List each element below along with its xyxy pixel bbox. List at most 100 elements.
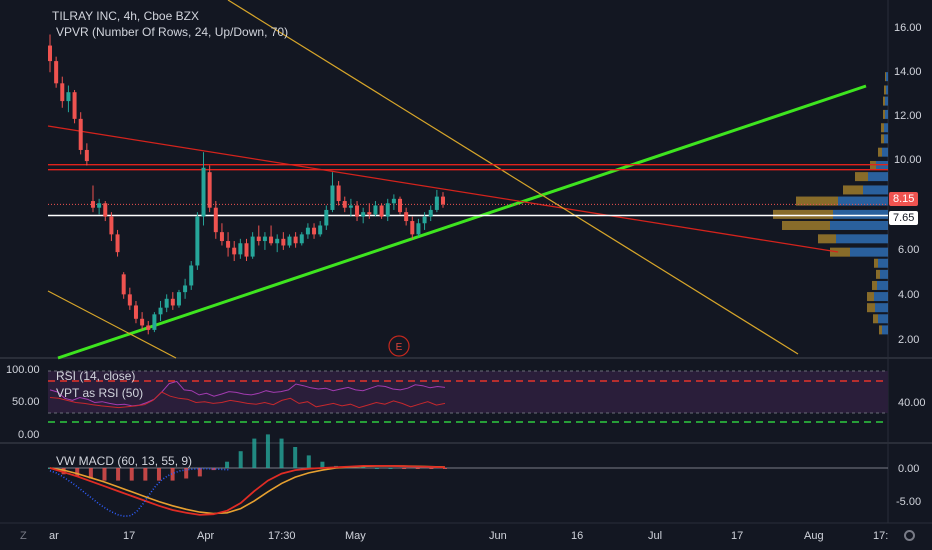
macd-hist-bar [116, 468, 121, 481]
vp-bar-down [818, 234, 836, 244]
vp-bar-down [782, 220, 830, 230]
candle-body [428, 209, 433, 217]
candle-body [109, 216, 114, 235]
symbol-title[interactable]: TILRAY INC, 4h, Cboe BZX [52, 9, 199, 23]
candle-body [281, 238, 286, 246]
candle-body [355, 205, 360, 217]
trendline-orange-upper [227, 0, 799, 355]
time-tick: May [345, 530, 366, 542]
rsi-right-tick: 40.00 [898, 397, 926, 409]
candle-body [189, 265, 194, 286]
vp-bar-down [843, 185, 863, 195]
vp-bar-up [877, 280, 888, 290]
candle-body [379, 205, 384, 217]
vp-bar-up [833, 209, 888, 219]
macd-hist-bar [238, 451, 243, 468]
price-tick: 2.00 [898, 334, 920, 346]
price-tick: 14.00 [894, 66, 922, 78]
candle-body [385, 203, 390, 217]
candle-body [324, 209, 329, 226]
candle-body [244, 243, 249, 257]
candle-body [183, 285, 188, 293]
volume-profile [773, 72, 888, 335]
candle-body [158, 307, 163, 315]
vp-bar-up [885, 109, 888, 119]
vpvr-indicator-label[interactable]: VPVR (Number Of Rows, 24, Up/Down, 70) [56, 25, 289, 39]
candle-body [305, 227, 310, 235]
vp-bar-down [872, 280, 877, 290]
macd-hist-bar [102, 468, 107, 481]
vp-bar-down [883, 109, 885, 119]
time-tick: 17:30 [268, 530, 296, 542]
candle-body [170, 298, 175, 306]
vpt-line [49, 391, 446, 409]
rsi-label[interactable]: RSI (14, close) [56, 369, 136, 383]
vpt-label[interactable]: VPT as RSI (50) [56, 386, 144, 400]
trendline-green [57, 84, 867, 360]
vp-bar-down [773, 209, 833, 219]
macd-hist-bar [143, 468, 148, 481]
candle-body [398, 198, 403, 213]
earnings-marker[interactable] [388, 335, 410, 357]
time-tick: Jun [489, 530, 507, 542]
vp-bar-down [796, 196, 838, 206]
candle-body [441, 196, 445, 205]
rsi-tick: 50.00 [12, 396, 40, 408]
vp-bar-up [876, 161, 888, 171]
vp-bar-up [886, 85, 888, 95]
vp-bar-down [874, 258, 878, 268]
time-tick: Aug [804, 530, 824, 542]
candle-body [348, 205, 353, 208]
earnings-marker-label: E [396, 342, 403, 353]
candle-body [201, 167, 206, 217]
candle-body [164, 298, 169, 308]
macd-hist-bar [75, 468, 80, 477]
macd-hist-bar [61, 468, 66, 475]
candle-body [361, 212, 366, 217]
candle-body [78, 118, 83, 150]
vp-bar-down [885, 72, 886, 82]
candle-body [336, 185, 341, 202]
candle-body [256, 236, 261, 242]
vp-bar-down [855, 172, 868, 182]
rsi-tick: 0.00 [18, 429, 40, 441]
rsi-line [49, 380, 446, 407]
candle-body [287, 236, 292, 246]
macd-hist-bar [279, 438, 284, 468]
vp-bar-down [867, 292, 874, 302]
vp-bar-up [850, 247, 888, 257]
candle-body [219, 232, 224, 242]
macd-hist-bar [361, 466, 366, 468]
macd-hist-bar [170, 468, 175, 481]
timezone-glyph[interactable]: Z [20, 530, 27, 542]
macd-hist-bar [197, 468, 202, 477]
vp-bar-up [884, 134, 888, 144]
candle-body [238, 243, 243, 255]
time-tick: ar [49, 530, 59, 542]
vp-bar-up [885, 96, 888, 106]
price-tick: 16.00 [894, 22, 922, 34]
macd-label[interactable]: VW MACD (60, 13, 55, 9) [56, 454, 193, 468]
macd-hist-bar [388, 468, 393, 469]
price-tick: 6.00 [898, 244, 920, 256]
candle-body [90, 201, 95, 208]
vp-bar-up [882, 325, 888, 335]
settings-icon[interactable] [904, 530, 915, 541]
macd-line [49, 464, 446, 516]
candle-body [269, 236, 274, 244]
candle-body [207, 172, 212, 208]
macd-hist-bar [88, 468, 93, 479]
vp-bar-up [886, 72, 888, 82]
candle-body [330, 185, 335, 210]
candle-body [103, 203, 108, 217]
macd-hist-bar [211, 468, 216, 471]
candle-body [422, 216, 427, 224]
vp-bar-down [883, 96, 885, 106]
candle-body [342, 201, 347, 208]
vp-bar-up [874, 292, 888, 302]
vp-bar-up [884, 123, 888, 133]
candle-body [293, 236, 298, 244]
candle-body [140, 318, 145, 326]
macd-tick: -5.00 [896, 496, 922, 508]
